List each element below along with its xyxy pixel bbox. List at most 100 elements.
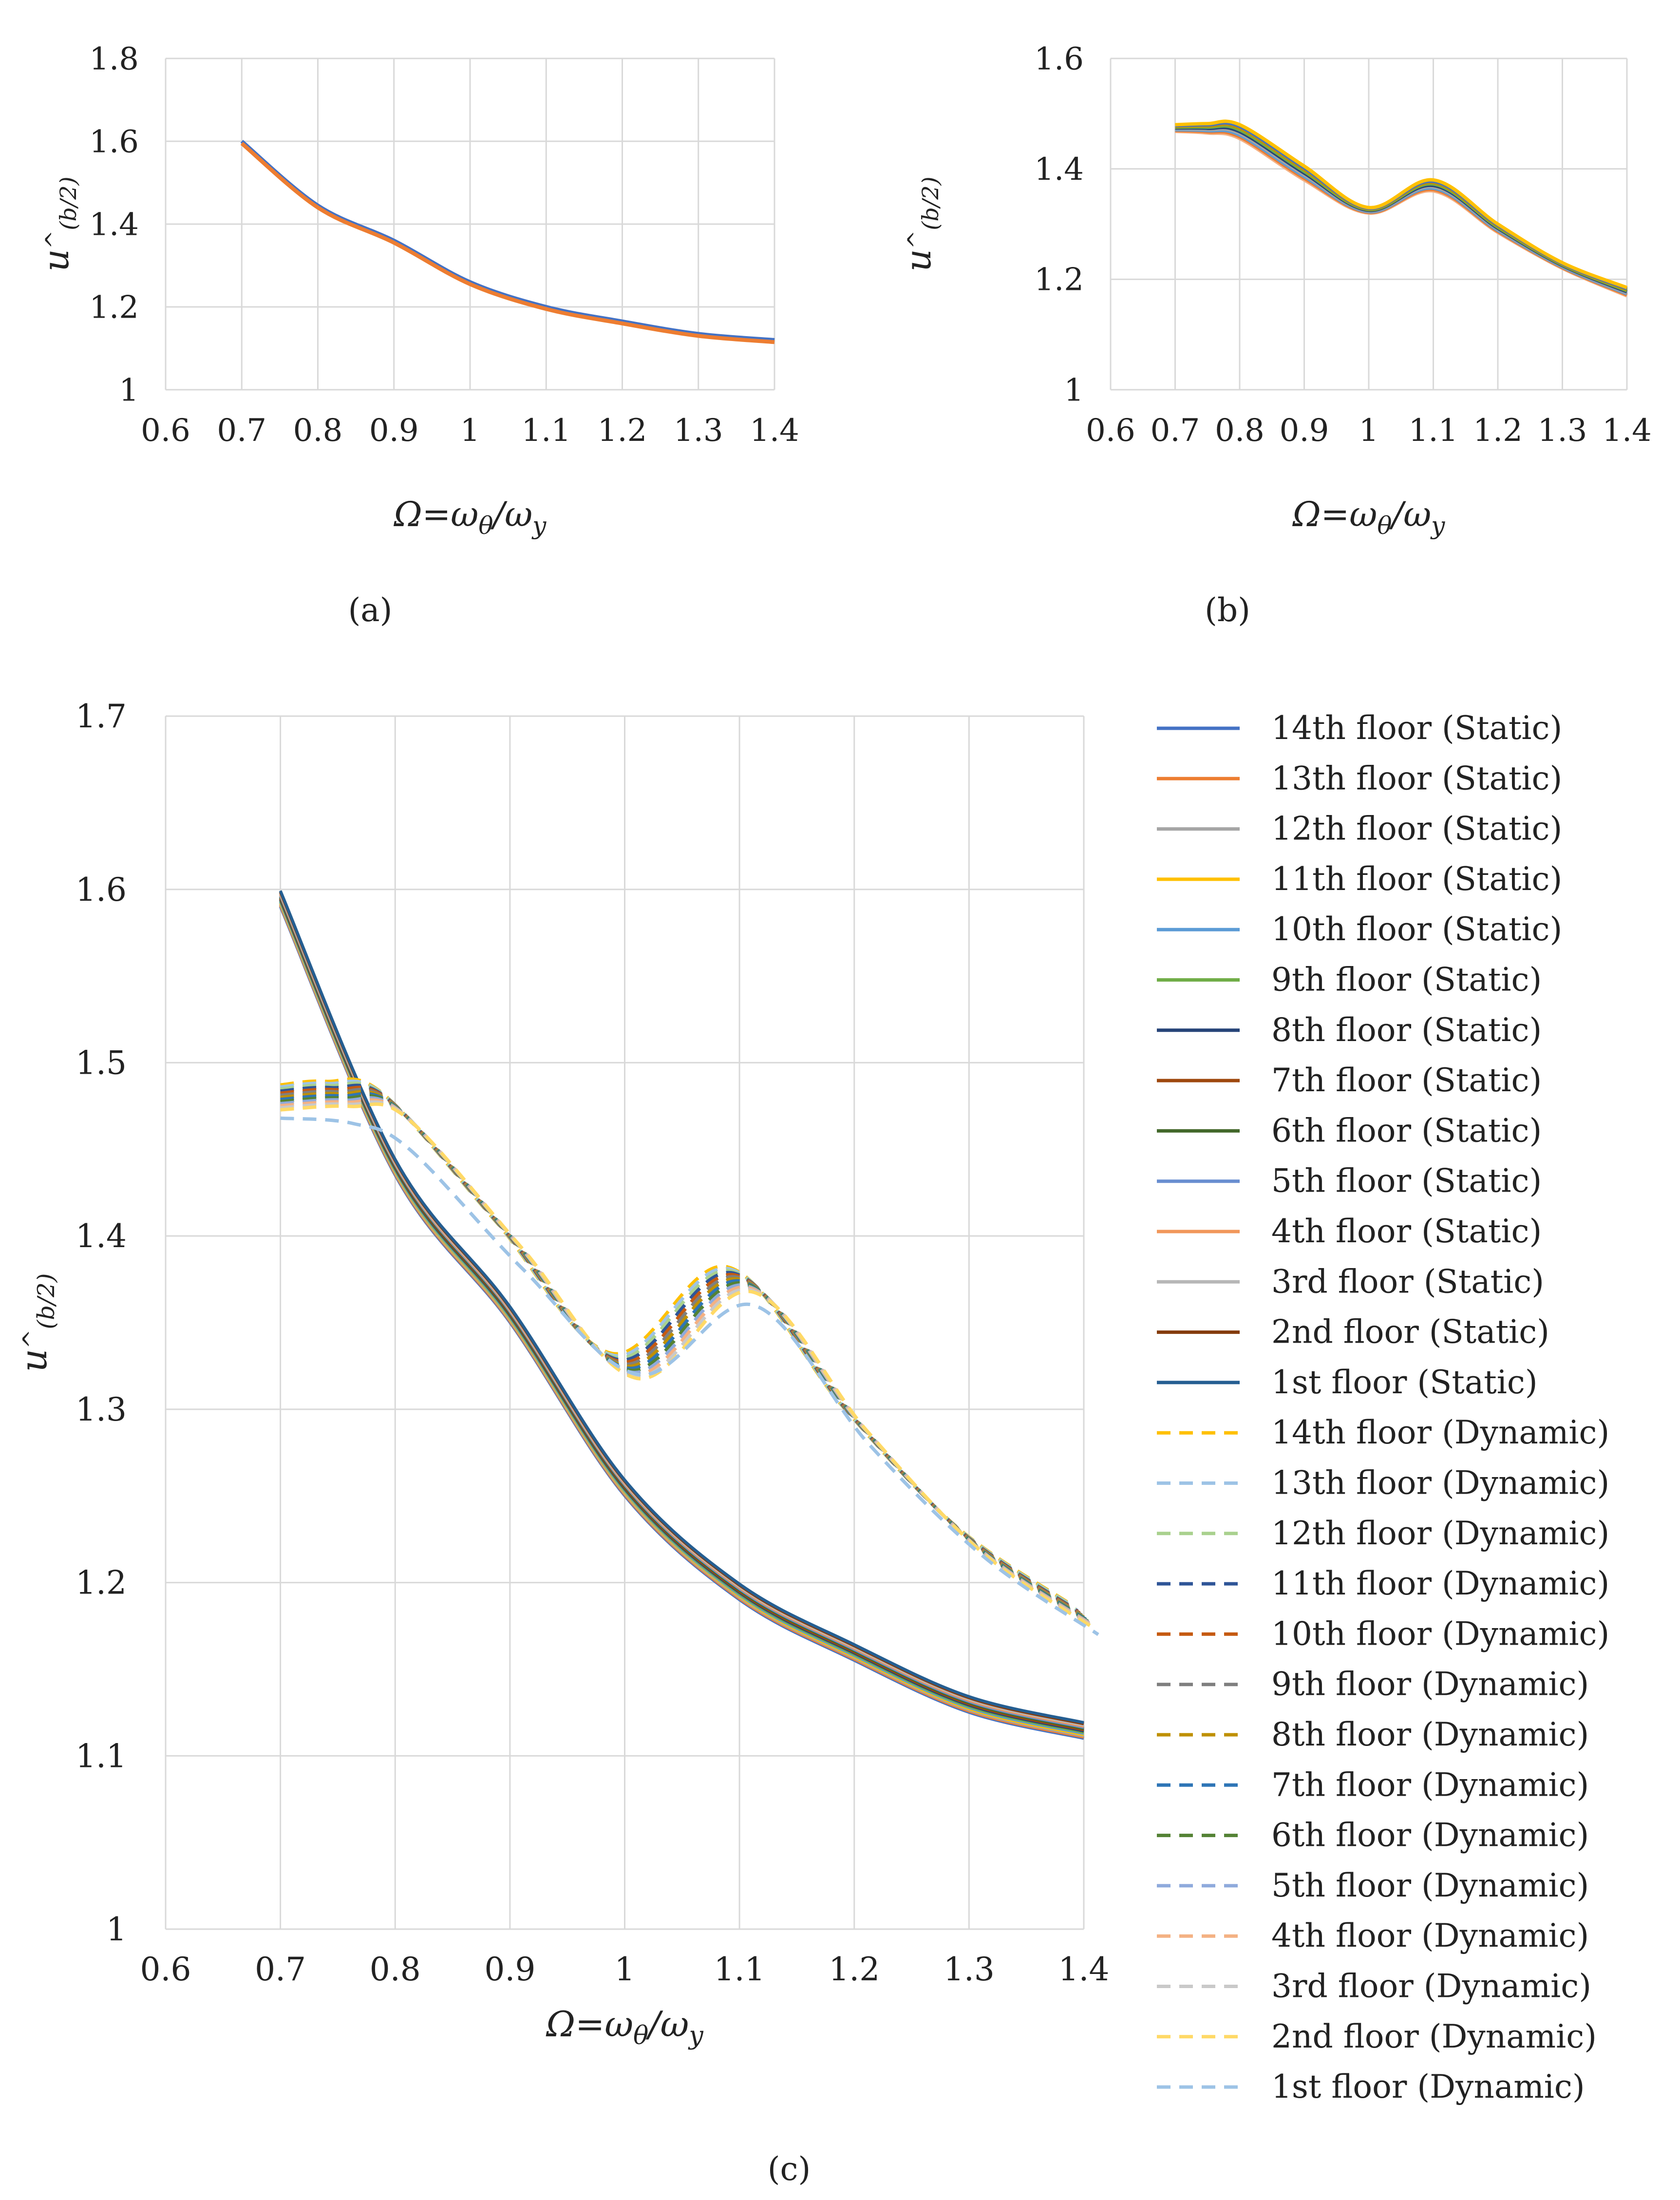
x-axis-label-part: y (531, 512, 547, 540)
x-tick-label: 0.7 (217, 413, 266, 449)
x-tick-label: 0.6 (140, 1951, 191, 1988)
legend-label: 8th floor (Dynamic) (1271, 1716, 1589, 1753)
legend-label: 2nd floor (Static) (1271, 1313, 1549, 1351)
y-axis-label-part: ^ (903, 230, 929, 249)
dynamic-series-line (280, 1102, 1097, 1631)
panel-label-a: (a) (348, 591, 393, 629)
static-series-group (279, 890, 1084, 1740)
x-gridlines (165, 716, 1085, 1929)
y-tick-label: 1.7 (76, 698, 127, 735)
dynamic-series-group (280, 1077, 1099, 1636)
y-tick-label: 1.1 (76, 1737, 127, 1775)
dynamic-series-line (280, 1083, 1079, 1612)
dynamic-series-line (280, 1088, 1083, 1617)
x-tick-label: 0.6 (141, 413, 190, 449)
x-tick-label: 1.1 (1409, 413, 1458, 449)
panel-label-b: (b) (1205, 591, 1250, 629)
x-axis-label-part: Ω=ω (1292, 494, 1378, 534)
legend-label: 4th floor (Static) (1271, 1213, 1542, 1250)
legend-label: 14th floor (Static) (1271, 709, 1562, 747)
y-tick-label: 1.2 (89, 289, 139, 325)
x-tick-label: 1 (460, 413, 480, 449)
x-tick-label: 1.2 (598, 413, 647, 449)
dynamic-series-line (1175, 128, 1628, 296)
y-axis-label-part: u (898, 249, 939, 271)
x-tick-label: 1.1 (714, 1951, 765, 1988)
x-axis-label-part: θ (478, 512, 493, 540)
dynamic-series-line (1175, 130, 1628, 298)
x-tick-label: 1.4 (750, 413, 799, 449)
x-axis-label-part: /ω (1389, 494, 1431, 534)
legend-label: 1st floor (Static) (1271, 1364, 1538, 1401)
legend-label: 10th floor (Static) (1271, 910, 1562, 948)
y-axis-label: u^(b/2) (898, 176, 944, 271)
x-axis-label-part: /ω (645, 2004, 689, 2045)
y-tick-label: 1.4 (89, 207, 139, 243)
y-axis-label-part: (b/2) (55, 176, 81, 230)
x-tick-label: 1.3 (674, 413, 723, 449)
legend-label: 13th floor (Static) (1271, 759, 1562, 797)
x-tick-label: 0.9 (484, 1951, 535, 1988)
x-tick-label: 1.2 (1473, 413, 1523, 449)
x-tick-label: 1 (1359, 413, 1379, 449)
chart-panel-b: 0.6 0.7 0.8 0.9 1 1.1 1.2 1.3 1.4 1 1.2 1.4 1.6 Ω=ωθ/… (898, 41, 1652, 540)
static-series-line (279, 890, 1084, 1724)
legend-label: 5th floor (Dynamic) (1271, 1867, 1589, 1904)
y-tick-label: 1.4 (1034, 152, 1084, 188)
x-tick-label: 1.1 (521, 413, 571, 449)
y-tick-label: 1.4 (76, 1217, 127, 1255)
y-tick-label: 1 (1064, 372, 1084, 408)
dynamic-series-line (1175, 119, 1628, 289)
y-axis-label-part: (b/2) (33, 1273, 60, 1329)
y-tick-label: 1.2 (76, 1564, 127, 1602)
y-tick-label: 1.2 (1034, 262, 1084, 298)
y-tick-label: 1.8 (89, 41, 139, 77)
legend-label: 6th floor (Dynamic) (1271, 1817, 1589, 1854)
y-tick-label: 1.6 (89, 124, 139, 160)
legend-label: 8th floor (Static) (1271, 1011, 1542, 1049)
x-tick-label: 0.8 (1215, 413, 1265, 449)
dynamic-series-line (280, 1116, 1099, 1636)
x-axis-label: Ω=ωθ/ωy (546, 2004, 703, 2050)
legend-label: 13th floor (Dynamic) (1271, 1464, 1609, 1502)
y-tick-label: 1 (106, 1911, 127, 1948)
y-gridlines (166, 715, 1084, 1930)
x-tick-label: 0.9 (1280, 413, 1329, 449)
x-tick-label: 0.9 (369, 413, 419, 449)
x-tick-label: 1.3 (1538, 413, 1587, 449)
static-series-line (240, 139, 775, 342)
y-tick-label: 1.6 (76, 871, 127, 909)
panel-label-c: (c) (768, 2150, 811, 2188)
x-tick-label: 0.8 (370, 1951, 421, 1988)
legend-label: 6th floor (Static) (1271, 1112, 1542, 1149)
x-tick-label: 1.4 (1602, 413, 1652, 449)
y-tick-label: 1 (119, 372, 139, 408)
x-tick-label: 1.4 (1058, 1951, 1110, 1988)
x-tick-label: 0.7 (1151, 413, 1200, 449)
chart-panel-c: 0.6 0.7 0.8 0.9 1 1.1 1.2 1.3 1.4 1 1.1 1.2 1.3 1.4 1.… (13, 698, 1109, 2050)
legend-label: 7th floor (Static) (1271, 1062, 1542, 1099)
legend-label: 11th floor (Static) (1271, 860, 1562, 898)
x-axis-label-part: θ (633, 2021, 648, 2050)
x-axis-label: Ω=ωθ/ωy (394, 494, 547, 540)
legend-label: 3rd floor (Dynamic) (1271, 1968, 1591, 2005)
y-axis-label-part: ^ (40, 230, 67, 249)
y-axis-label-part: (b/2) (917, 176, 944, 230)
legend-label: 4th floor (Dynamic) (1271, 1917, 1589, 1954)
static-series-line (240, 142, 775, 344)
chart-legend: 14th floor (Static) 13th floor (Static) 12… (1157, 709, 1609, 2105)
x-tick-label: 0.7 (255, 1951, 306, 1988)
y-axis-label-part: u (13, 1349, 55, 1372)
y-axis-label-part: ^ (18, 1329, 45, 1349)
x-tick-label: 1 (615, 1951, 635, 1988)
legend-label: 11th floor (Dynamic) (1271, 1565, 1609, 1602)
x-tick-label: 0.8 (293, 413, 343, 449)
y-tick-label: 1.6 (1034, 41, 1084, 77)
dynamic-series-line (280, 1090, 1085, 1619)
y-axis-label: u^(b/2) (13, 1273, 60, 1372)
legend-label: 1st floor (Dynamic) (1271, 2068, 1585, 2105)
legend-label: 14th floor (Dynamic) (1271, 1414, 1609, 1451)
x-axis-label-part: Ω=ω (394, 494, 479, 534)
x-axis-label-part: y (1430, 512, 1445, 540)
